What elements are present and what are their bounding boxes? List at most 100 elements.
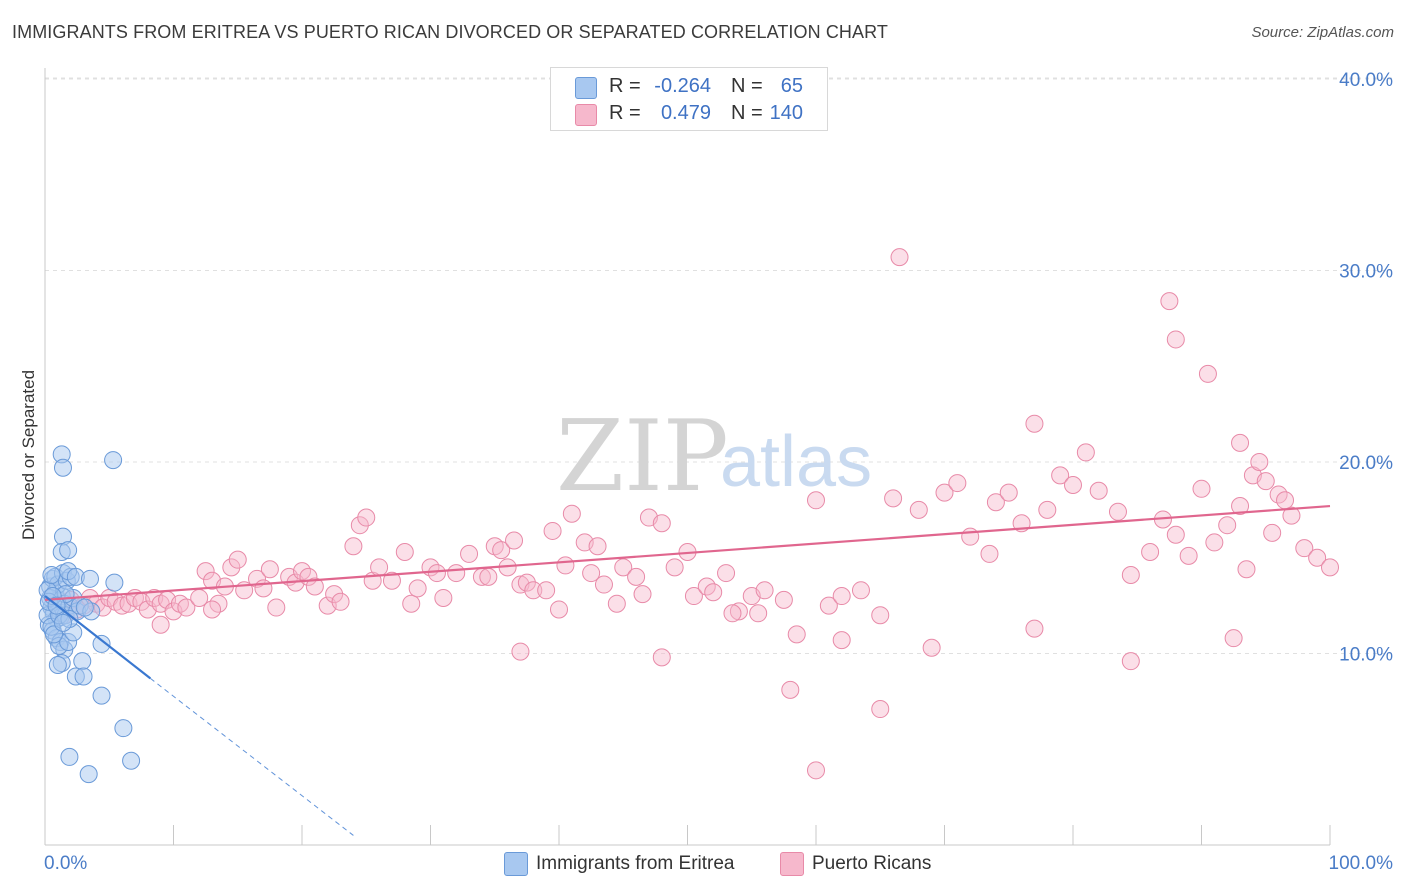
point-puerto-ricans [684,587,703,606]
point-puerto-ricans [652,648,671,667]
point-puerto-ricans [524,581,543,600]
point-puerto-ricans [537,581,556,600]
legend-row-eritrea: R = -0.264 N = 65 [551,74,827,100]
point-eritrea [114,719,133,738]
point-eritrea [75,598,94,617]
bottom-legend-label: Puerto Ricans [812,853,932,874]
point-puerto-ricans [807,491,825,510]
point-puerto-ricans [1166,525,1185,544]
trend-extension-eritrea [150,677,354,836]
legend-swatch-pink [575,104,597,126]
point-puerto-ricans [1108,502,1127,521]
point-puerto-ricans [755,581,774,600]
point-puerto-ricans [909,500,928,519]
tick-labels: 10.0% 20.0% 30.0% 40.0% 0.0% 100.0% [44,70,1393,874]
point-puerto-ricans [505,531,524,550]
bottom-swatch-pink [780,852,804,876]
point-puerto-ricans [460,544,479,563]
point-puerto-ricans [402,594,421,613]
point-puerto-ricans [832,631,851,650]
series-eritrea [38,445,141,784]
source-label: Source: ZipAtlas.com [1251,24,1394,41]
point-puerto-ricans [517,573,536,592]
point-puerto-ricans [871,606,890,625]
y-axis-label: Divorced or Separated [19,370,38,540]
legend-row-puerto-ricans: R = 0.479 N = 140 [551,101,827,127]
legend-r-value: -0.264 [654,75,711,97]
point-eritrea [42,565,61,584]
legend-r-value: 0.479 [660,102,711,124]
y-tick-label: 30.0% [1339,262,1393,283]
point-puerto-ricans [427,564,446,583]
point-puerto-ricans [305,577,324,596]
point-puerto-ricans [370,558,389,577]
point-puerto-ricans [980,544,999,563]
point-puerto-ricans [1295,539,1314,558]
point-puerto-ricans [228,550,247,569]
point-puerto-ricans [1231,497,1250,516]
point-puerto-ricans [1160,292,1179,311]
watermark-zip: ZIP [556,400,729,514]
point-puerto-ricans [1025,619,1044,638]
point-puerto-ricans [1064,475,1082,494]
point-puerto-ricans [588,537,607,556]
point-puerto-ricans [1025,414,1044,433]
point-puerto-ricans [408,579,427,598]
point-puerto-ricans [1321,558,1339,577]
point-puerto-ricans [948,474,967,493]
point-eritrea [105,573,124,592]
point-eritrea [80,569,99,588]
point-puerto-ricans [382,571,401,590]
point-puerto-ricans [395,543,414,562]
point-puerto-ricans [851,581,870,600]
point-puerto-ricans [871,700,890,719]
point-puerto-ricans [556,556,575,575]
point-puerto-ricans [1166,330,1185,349]
point-puerto-ricans [729,602,748,621]
point-puerto-ricans [1256,472,1275,491]
y-tick-label: 40.0% [1339,70,1393,91]
point-puerto-ricans [1179,546,1198,565]
point-puerto-ricans [819,596,838,615]
point-puerto-ricans [749,604,768,623]
point-puerto-ricans [1089,481,1108,500]
legend-swatch-blue [575,77,597,99]
grid [45,77,1392,654]
point-puerto-ricans [1218,516,1237,535]
point-puerto-ricans [344,537,363,556]
point-puerto-ricans [665,558,684,577]
y-tick-label: 20.0% [1339,453,1393,474]
point-eritrea [74,667,93,686]
point-puerto-ricans [1250,453,1269,471]
point-puerto-ricans [1141,543,1160,562]
point-puerto-ricans [1205,533,1224,552]
point-puerto-ricans [633,585,652,604]
point-puerto-ricans [203,600,222,619]
point-eritrea [53,613,72,632]
legend-n-value: 140 [769,102,803,124]
point-puerto-ricans [1282,506,1301,525]
point-puerto-ricans [1051,466,1070,485]
bottom-legend-label: Immigrants from Eritrea [536,853,735,874]
point-puerto-ricans [1198,364,1217,383]
point-puerto-ricans [196,562,215,581]
trend-line-eritrea [44,595,152,680]
point-puerto-ricans [832,587,851,606]
point-puerto-ricans [325,585,344,604]
point-puerto-ricans [357,508,376,527]
point-puerto-ricans [1231,433,1250,452]
legend-r-label: R = [609,102,641,124]
axes [44,68,1331,846]
point-puerto-ricans [550,600,568,619]
point-puerto-ricans [582,564,601,583]
point-eritrea [53,458,72,477]
point-puerto-ricans [222,558,241,577]
point-puerto-ricans [922,638,941,657]
y-tick-label: 10.0% [1339,645,1393,666]
correlation-legend: R = -0.264 N = 65 R = 0.479 N = 140 [550,67,828,131]
point-puerto-ricans [350,516,369,535]
trend-line-puerto-ricans [44,504,1331,601]
point-puerto-ricans [492,541,511,560]
point-puerto-ricans [807,761,825,780]
point-puerto-ricans [787,625,806,644]
